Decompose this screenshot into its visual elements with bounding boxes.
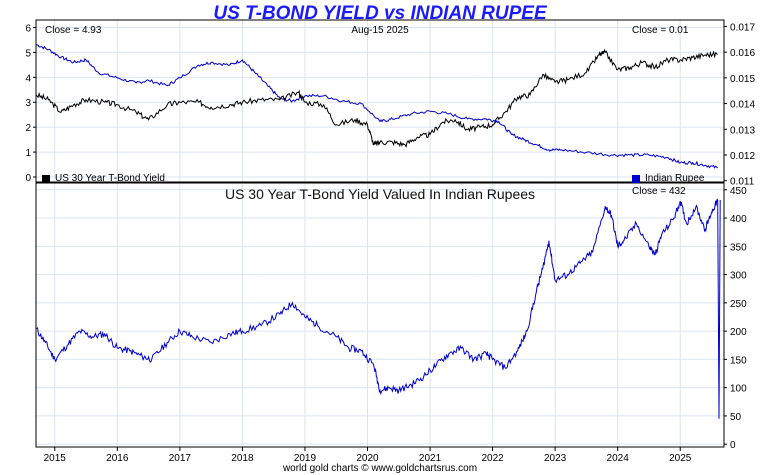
series-tbond-in-rupees: [35, 198, 721, 419]
lower-panel-frame: [35, 182, 725, 448]
x-tick-label-2023: 2023: [544, 453, 567, 464]
lower-right-tick-label-300: 300: [730, 271, 747, 282]
legend-tbond-label: US 30 Year T-Bond Yield: [55, 173, 165, 184]
right-tick-label-0.013: 0.013: [730, 125, 755, 136]
right-tick-label-0.012: 0.012: [730, 151, 755, 162]
right-tick-label-0.011: 0.011: [730, 177, 755, 188]
x-tick-label-2019: 2019: [294, 453, 317, 464]
upper-panel-bg: [36, 20, 724, 182]
x-tick-label-2017: 2017: [169, 453, 192, 464]
right-tick-label-0.014: 0.014: [730, 100, 755, 111]
left-tick-label-6: 6: [25, 23, 31, 34]
x-tick-label-2020: 2020: [356, 453, 379, 464]
left-tick-label-1: 1: [25, 148, 31, 159]
chart-title: US T-BOND YIELD vs INDIAN RUPEE: [213, 3, 547, 24]
left-tick-label-4: 4: [25, 73, 31, 84]
x-tick-label-2021: 2021: [419, 453, 442, 464]
left-tick-label-3: 3: [25, 98, 31, 109]
date-label: Aug-15 2025: [351, 25, 409, 36]
series-tbond-yield: [35, 48, 718, 148]
lower-right-tick-label-100: 100: [730, 384, 747, 395]
right-tick-label-0.015: 0.015: [730, 74, 755, 85]
lower-right-tick-label-450: 450: [730, 186, 747, 197]
x-tick-label-2022: 2022: [481, 453, 504, 464]
lower-right-tick-label-400: 400: [730, 214, 747, 225]
right-close-label: Close = 0.01: [632, 25, 689, 36]
left-tick-label-0: 0: [25, 173, 31, 184]
x-tick-label-2015: 2015: [44, 453, 67, 464]
lower-close-label: Close = 432: [632, 186, 686, 197]
lower-right-tick-label-250: 250: [730, 299, 747, 310]
lower-right-tick-label-150: 150: [730, 355, 747, 366]
left-tick-label-2: 2: [25, 123, 31, 134]
upper-panel-frame: [35, 19, 725, 183]
lower-right-tick-label-350: 350: [730, 242, 747, 253]
lower-panel-bg: [36, 183, 724, 447]
lower-right-tick-label-0: 0: [730, 440, 736, 451]
credit-text: world gold charts © www.goldchartsrus.co…: [282, 463, 478, 474]
x-tick-label-2025: 2025: [669, 453, 692, 464]
right-tick-label-0.016: 0.016: [730, 48, 755, 59]
legend-rupee-label: Indian Rupee: [645, 173, 705, 184]
lower-right-tick-label-200: 200: [730, 327, 747, 338]
legend-swatch-rupee: [632, 175, 640, 183]
right-tick-label-0.017: 0.017: [730, 22, 755, 33]
left-tick-label-5: 5: [25, 48, 31, 59]
x-tick-label-2024: 2024: [607, 453, 630, 464]
series-indian-rupee: [35, 43, 719, 169]
lower-right-tick-label-50: 50: [730, 412, 742, 423]
lower-chart-title: US 30 Year T-Bond Yield Valued In Indian…: [224, 186, 536, 202]
x-tick-label-2016: 2016: [106, 453, 129, 464]
x-tick-label-2018: 2018: [231, 453, 254, 464]
legend-swatch-tbond: [42, 175, 50, 183]
left-close-label: Close = 4.93: [45, 25, 102, 36]
